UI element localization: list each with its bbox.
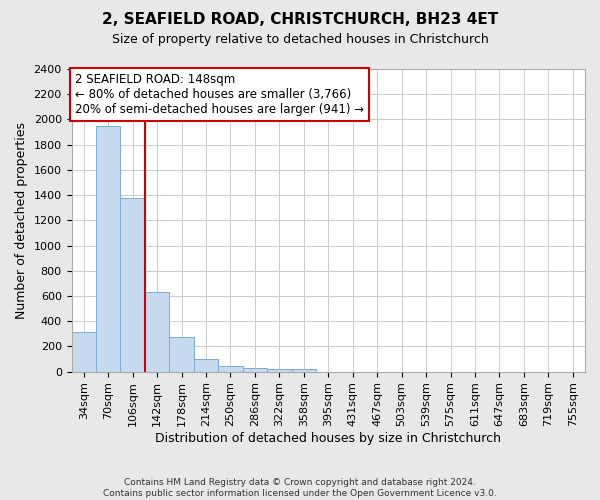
Bar xyxy=(96,126,121,372)
Text: Size of property relative to detached houses in Christchurch: Size of property relative to detached ho… xyxy=(112,32,488,46)
Bar xyxy=(292,370,316,372)
Bar xyxy=(242,368,267,372)
Text: Contains HM Land Registry data © Crown copyright and database right 2024.
Contai: Contains HM Land Registry data © Crown c… xyxy=(103,478,497,498)
Bar xyxy=(267,369,292,372)
Bar xyxy=(71,332,96,372)
Y-axis label: Number of detached properties: Number of detached properties xyxy=(15,122,28,319)
Bar xyxy=(121,198,145,372)
Text: 2, SEAFIELD ROAD, CHRISTCHURCH, BH23 4ET: 2, SEAFIELD ROAD, CHRISTCHURCH, BH23 4ET xyxy=(102,12,498,28)
X-axis label: Distribution of detached houses by size in Christchurch: Distribution of detached houses by size … xyxy=(155,432,501,445)
Bar xyxy=(169,337,194,372)
Bar xyxy=(194,359,218,372)
Bar xyxy=(145,292,169,372)
Bar xyxy=(218,366,242,372)
Text: 2 SEAFIELD ROAD: 148sqm
← 80% of detached houses are smaller (3,766)
20% of semi: 2 SEAFIELD ROAD: 148sqm ← 80% of detache… xyxy=(75,73,364,116)
